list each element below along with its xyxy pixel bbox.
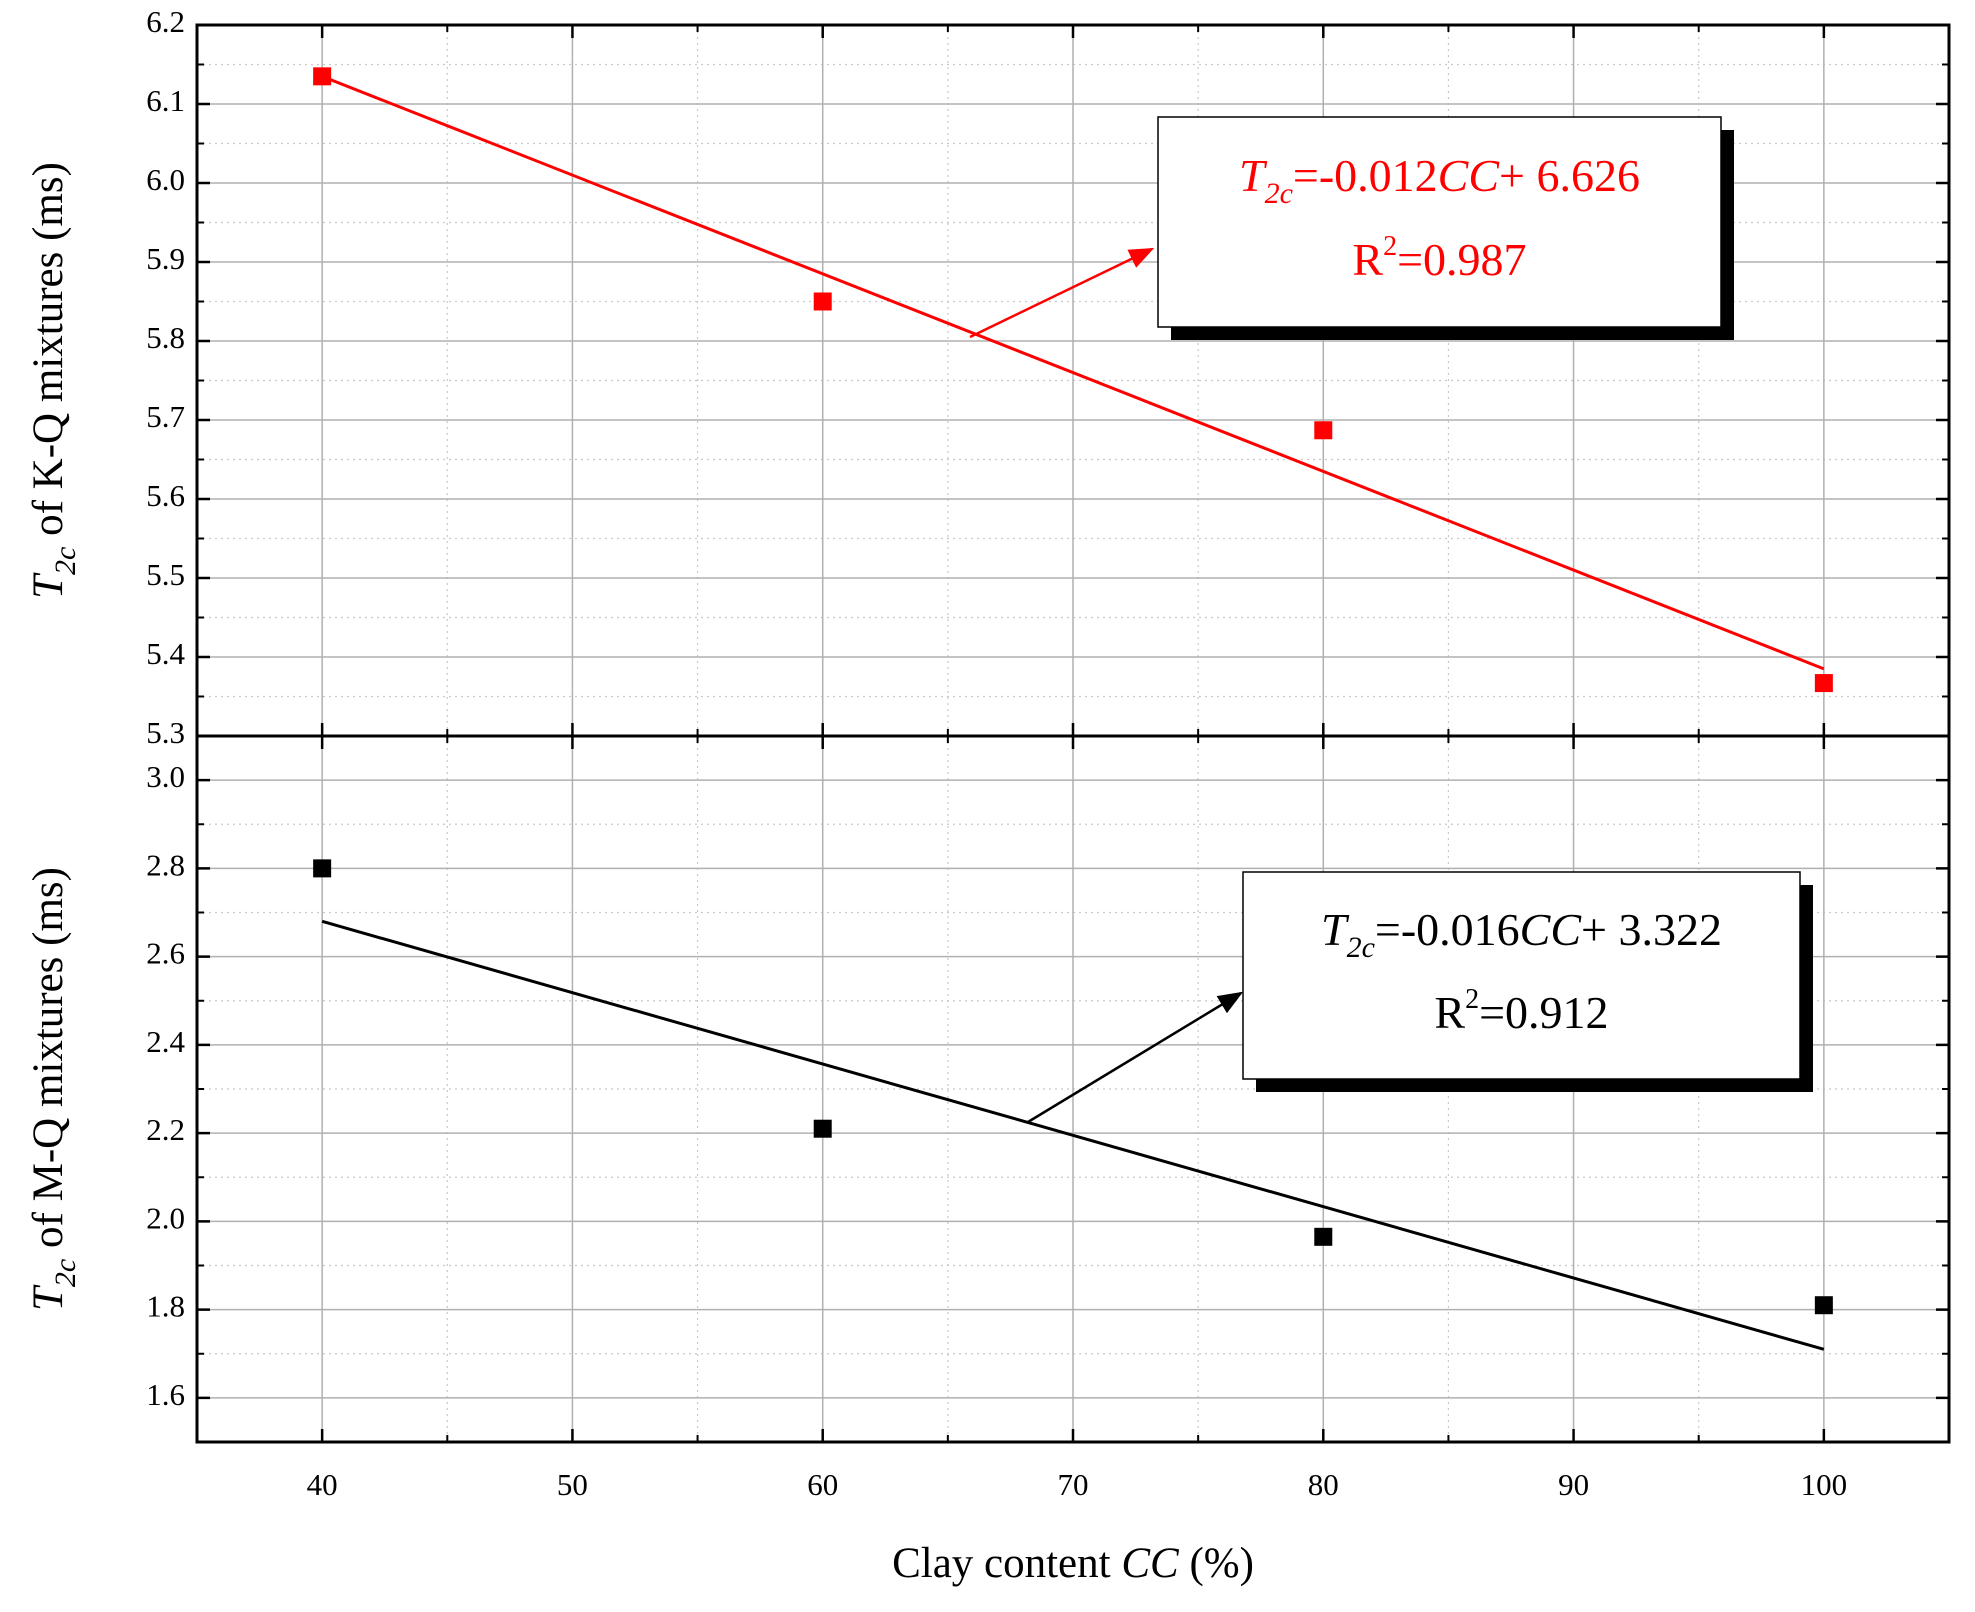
y-tick-label: 5.8: [146, 320, 185, 355]
y-label-part: T: [25, 1284, 72, 1311]
x-label-part: CC: [1121, 1540, 1180, 1587]
point: [1814, 1296, 1833, 1315]
y-tick-label: 2.8: [146, 847, 185, 882]
point: [813, 1119, 832, 1138]
point: [313, 859, 332, 878]
x-tick-label: 40: [307, 1467, 338, 1502]
point: [813, 292, 832, 311]
y-label-part: 2c: [49, 1259, 82, 1287]
r-squared: R2=0.987: [1352, 231, 1526, 285]
y-label-part: of M-Q mixtures (ms): [25, 867, 72, 1259]
r2-part: =0.912: [1479, 986, 1608, 1037]
x-tick-label: 80: [1308, 1467, 1339, 1502]
equation: T2c=-0.016CC+ 3.322: [1321, 904, 1722, 965]
x-label-part: (%): [1179, 1540, 1254, 1587]
y-label-part: 2c: [49, 547, 82, 575]
x-tick-label: 60: [807, 1467, 838, 1502]
equation-part: + 3.322: [1581, 904, 1722, 955]
r2-part: 2: [1383, 231, 1397, 262]
r-squared: R2=0.912: [1434, 984, 1608, 1038]
fit-line: [321, 919, 1825, 1351]
y-tick-label: 5.4: [146, 636, 185, 671]
y-tick-label: 6.0: [146, 162, 185, 197]
y-tick-label: 1.6: [146, 1377, 185, 1412]
r2-part: 2: [1465, 984, 1479, 1015]
r2-part: =0.987: [1397, 234, 1526, 285]
y-axis-label: T2c of M-Q mixtures (ms): [25, 867, 83, 1311]
equation-part: T: [1321, 904, 1350, 955]
equation-part: =-0.012: [1293, 150, 1438, 201]
y-tick-label: 5.5: [146, 557, 185, 592]
point: [1314, 1227, 1333, 1246]
equation-part: CC: [1438, 150, 1501, 201]
x-tick-label: 70: [1058, 1467, 1089, 1502]
r2-part: R: [1434, 986, 1465, 1037]
equation-part: CC: [1520, 904, 1583, 955]
y-label-part: T: [25, 572, 72, 599]
y-tick-label: 2.6: [146, 936, 185, 971]
point: [1814, 674, 1833, 693]
x-label-part: Clay content: [892, 1540, 1121, 1587]
y-tick-label: 5.9: [146, 241, 185, 276]
y-axis-label: T2c of K-Q mixtures (ms): [25, 162, 83, 599]
equation: T2c=-0.012CC+ 6.626: [1239, 150, 1640, 211]
equation-part: 2c: [1265, 177, 1293, 210]
x-tick-label: 90: [1558, 1467, 1589, 1502]
plot-frame: [195, 734, 1951, 1444]
y-tick-label: 3.0: [146, 759, 185, 794]
annotation-box: [1242, 871, 1801, 1080]
equation-part: 2c: [1347, 931, 1375, 964]
y-tick-label: 6.1: [146, 83, 185, 118]
x-tick-label: 100: [1801, 1467, 1848, 1502]
x-tick-label: 50: [557, 1467, 588, 1502]
arrow: [1027, 991, 1244, 1124]
y-tick-label: 1.8: [146, 1289, 185, 1324]
y-tick-label: 2.4: [146, 1024, 185, 1059]
arrow: [969, 247, 1155, 339]
equation-part: T: [1239, 150, 1268, 201]
fit-line: [321, 74, 1825, 671]
y-tick-label: 5.7: [146, 399, 185, 434]
y-tick-label: 5.6: [146, 478, 185, 513]
equation-part: + 6.626: [1499, 150, 1640, 201]
y-tick-label: 5.3: [146, 715, 185, 750]
y-tick-label: 2.2: [146, 1112, 185, 1147]
equation-part: =-0.016: [1375, 904, 1520, 955]
y-label-part: of K-Q mixtures (ms): [25, 162, 72, 547]
y-tick-label: 2.0: [146, 1200, 185, 1235]
point: [1314, 421, 1333, 440]
r2-part: R: [1352, 234, 1383, 285]
y-tick-label: 6.2: [146, 4, 185, 39]
x-axis-label: Clay content CC (%): [892, 1540, 1254, 1587]
point: [313, 67, 332, 86]
annotation-box: [1157, 116, 1722, 328]
